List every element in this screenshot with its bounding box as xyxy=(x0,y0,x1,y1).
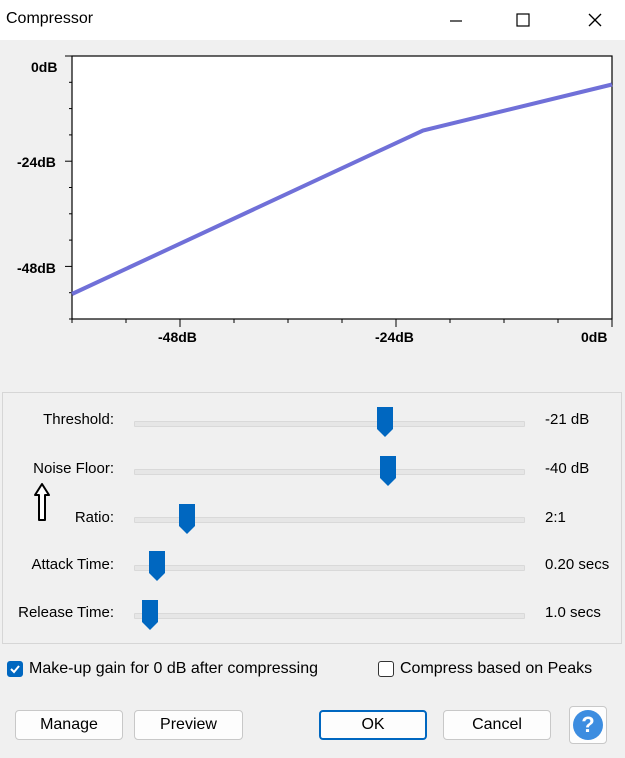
threshold-slider-thumb[interactable] xyxy=(376,407,393,437)
close-button[interactable] xyxy=(572,0,618,40)
compress-peaks-checkbox[interactable] xyxy=(378,661,394,677)
attack-time-value: 0.20 secs xyxy=(545,556,610,573)
compression-graph: 0dB -24dB -48dB -48dB -24dB 0dB xyxy=(0,40,625,380)
cancel-button[interactable]: Cancel xyxy=(443,710,551,740)
ratio-slider-track[interactable] xyxy=(134,517,525,523)
ratio-value: 2:1 xyxy=(545,509,566,526)
attack-time-slider-track[interactable] xyxy=(134,565,525,571)
manage-button[interactable]: Manage xyxy=(15,710,123,740)
attack-time-label: Attack Time: xyxy=(31,556,114,573)
help-icon: ? xyxy=(573,710,603,740)
x-label-0db: 0dB xyxy=(581,329,608,345)
y-label-minus24db: -24dB xyxy=(17,154,56,170)
x-axis-ticks xyxy=(71,319,613,327)
makeup-gain-checkbox[interactable] xyxy=(7,661,23,677)
minimize-button[interactable] xyxy=(433,0,479,40)
release-time-label: Release Time: xyxy=(18,604,114,621)
attack-time-slider-thumb[interactable] xyxy=(148,551,165,581)
release-time-value: 1.0 secs xyxy=(545,604,601,621)
window-title: Compressor xyxy=(6,10,94,27)
ratio-slider-thumb[interactable] xyxy=(178,504,195,534)
ratio-label: Ratio: xyxy=(74,509,114,526)
title-bar: Compressor xyxy=(0,0,625,40)
cursor-arrow-icon xyxy=(34,483,50,521)
y-axis-ticks xyxy=(65,55,72,320)
compression-curve xyxy=(71,82,613,296)
y-label-0db: 0dB xyxy=(31,59,58,75)
help-button[interactable]: ? xyxy=(569,706,607,744)
maximize-icon xyxy=(516,13,530,27)
threshold-value: -21 dB xyxy=(545,411,590,428)
plot-area xyxy=(71,55,613,320)
makeup-gain-option[interactable]: Make-up gain for 0 dB after compressing xyxy=(7,660,318,678)
noise-floor-slider-track[interactable] xyxy=(134,469,525,475)
graph-canvas xyxy=(65,55,613,327)
threshold-slider-track[interactable] xyxy=(134,421,525,427)
x-label-minus48db: -48dB xyxy=(158,329,197,345)
preview-button[interactable]: Preview xyxy=(134,710,243,740)
noise-floor-label: Noise Floor: xyxy=(33,460,114,477)
noise-floor-slider-thumb[interactable] xyxy=(380,456,397,486)
threshold-label: Threshold: xyxy=(43,411,114,428)
release-time-slider-track[interactable] xyxy=(134,613,525,619)
minimize-icon xyxy=(450,20,462,22)
makeup-gain-label: Make-up gain for 0 dB after compressing xyxy=(29,660,319,677)
maximize-button[interactable] xyxy=(500,0,546,40)
x-label-minus24db: -24dB xyxy=(375,329,414,345)
ok-button[interactable]: OK xyxy=(319,710,427,740)
y-label-minus48db: -48dB xyxy=(17,260,56,276)
check-icon xyxy=(10,665,20,674)
release-time-slider-thumb[interactable] xyxy=(141,600,158,630)
noise-floor-value: -40 dB xyxy=(545,460,590,477)
close-icon xyxy=(588,13,602,27)
compress-peaks-option[interactable]: Compress based on Peaks xyxy=(378,660,592,678)
compress-peaks-label: Compress based on Peaks xyxy=(400,660,593,677)
